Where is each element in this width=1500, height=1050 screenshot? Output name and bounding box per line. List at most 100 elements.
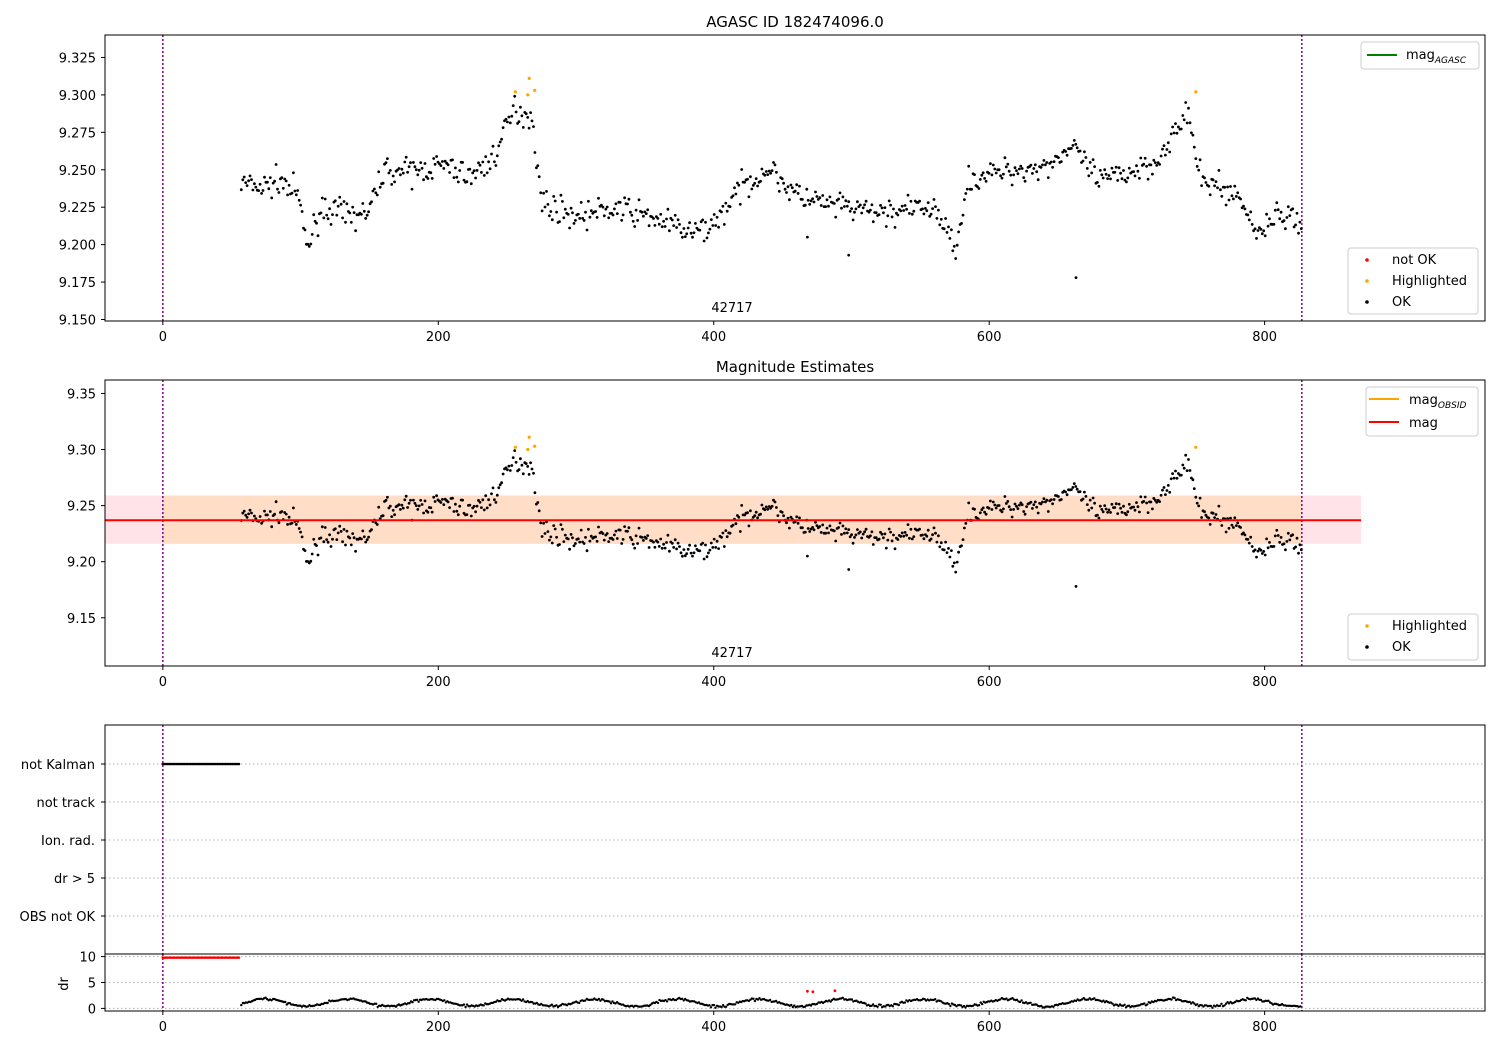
ok-point (806, 554, 809, 558)
x-tick-label: 0 (159, 675, 167, 690)
ok-point (362, 209, 366, 213)
ok-point (905, 207, 908, 211)
ok-point (939, 541, 943, 545)
ok-point (568, 226, 571, 230)
ok-point (763, 508, 767, 512)
ok-point (766, 173, 770, 177)
ok-point (263, 175, 266, 179)
ok-point (1151, 507, 1154, 511)
ok-point (419, 498, 423, 502)
ok-point (1184, 101, 1188, 104)
ok-point (676, 541, 680, 545)
ok-point (472, 169, 476, 173)
ok-point (783, 187, 787, 191)
highlighted-point (513, 445, 518, 449)
ok-point (458, 504, 462, 508)
ok-point (1284, 548, 1287, 552)
ok-point (1078, 490, 1082, 493)
ok-point (326, 540, 330, 544)
ok-point (952, 561, 956, 565)
ok-point (1278, 217, 1282, 221)
ok-point (532, 471, 535, 475)
ok-point (770, 504, 774, 508)
ok-point (315, 221, 318, 225)
ok-point (417, 168, 421, 172)
svg-text:magAGASC: magAGASC (1406, 48, 1467, 66)
ok-point (1081, 497, 1085, 501)
ok-point (495, 493, 499, 497)
ok-point (708, 227, 712, 231)
ok-point (274, 500, 278, 504)
legend-label-ok: OK (1392, 295, 1411, 310)
ok-point (613, 533, 616, 537)
ok-point (1009, 173, 1013, 177)
ok-point (815, 195, 819, 198)
ok-point (1262, 229, 1266, 233)
ok-point (627, 526, 631, 530)
ok-point (1272, 222, 1276, 226)
ok-point (653, 545, 657, 549)
ok-point (1204, 181, 1208, 184)
ok-point (818, 196, 822, 200)
ok-point (1276, 208, 1280, 212)
ok-point (720, 535, 723, 539)
ok-point (1039, 166, 1043, 169)
ok-point (506, 120, 509, 124)
ok-point (1232, 197, 1235, 201)
ok-point (978, 511, 982, 515)
dr-point (1170, 998, 1173, 1001)
ok-point (545, 190, 548, 193)
ok-point (299, 530, 302, 534)
ok-point (1032, 503, 1036, 507)
ok-point (477, 161, 480, 165)
ok-point (1000, 176, 1004, 180)
ok-point (960, 544, 963, 548)
ok-point (1146, 177, 1150, 181)
ok-point (1285, 216, 1289, 219)
ok-point (884, 546, 888, 550)
dr-point (1211, 1006, 1214, 1009)
ok-point (374, 191, 378, 195)
ok-point (921, 533, 924, 537)
ok-point (597, 525, 600, 529)
ok-point (553, 527, 557, 531)
ok-point (336, 531, 340, 535)
ok-point (446, 163, 450, 167)
ok-point (448, 506, 451, 509)
ok-point (1025, 169, 1028, 173)
ok-point (1138, 510, 1141, 514)
ok-point (1035, 170, 1039, 174)
ok-point (832, 202, 836, 205)
ok-point (646, 208, 650, 212)
ok-point (756, 516, 759, 520)
ok-point (504, 117, 508, 121)
dr-point (934, 998, 937, 1001)
ok-point (620, 542, 624, 545)
ok-point (955, 243, 959, 247)
ok-point (824, 531, 827, 535)
y-tick-label: 0 (88, 1002, 96, 1017)
ok-point (935, 540, 939, 544)
ok-point (1200, 516, 1203, 519)
ok-point (1230, 523, 1234, 527)
ok-point (884, 225, 888, 228)
dr-point (752, 997, 755, 1000)
ok-point (1275, 528, 1279, 532)
dr-point (394, 1005, 398, 1008)
ok-point (1250, 545, 1254, 548)
ok-point (268, 176, 272, 180)
ok-point (789, 515, 793, 519)
ok-point (1041, 163, 1044, 167)
ok-point (432, 495, 436, 499)
ok-point (1044, 163, 1047, 167)
ok-point (970, 187, 973, 191)
ok-point (597, 196, 600, 200)
ok-point (412, 161, 415, 164)
ok-point (733, 186, 736, 190)
ok-point (811, 197, 814, 201)
highlighted-point (1194, 90, 1198, 94)
ok-point (277, 191, 281, 194)
ok-point (753, 514, 757, 518)
ok-point (1298, 220, 1302, 224)
ok-point (1084, 495, 1088, 498)
